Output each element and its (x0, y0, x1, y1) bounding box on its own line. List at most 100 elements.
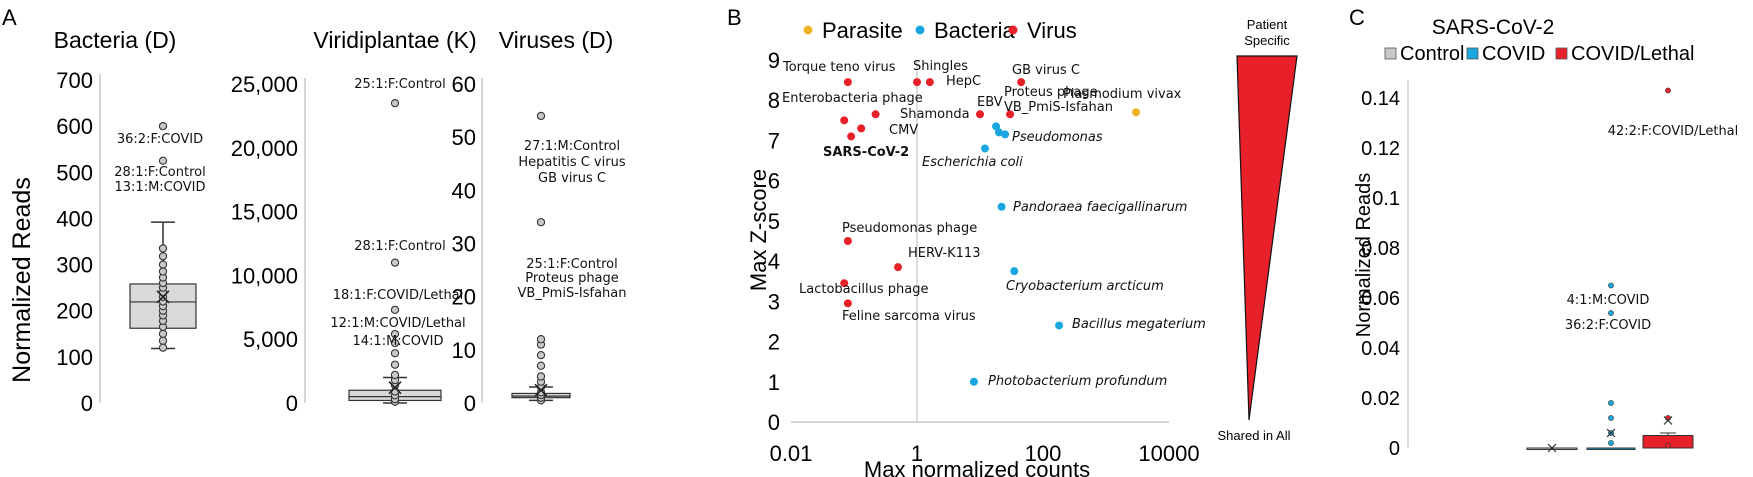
scatter-point (980, 144, 989, 153)
point-label: Torque teno virus (782, 60, 896, 75)
chart-title: Bacteria (D) (54, 27, 177, 53)
mean-marker (156, 290, 170, 304)
y-tick-label: 0.02 (1361, 388, 1400, 410)
data-point (1608, 282, 1614, 289)
y-tick-label: 0.12 (1361, 138, 1400, 160)
legend-label: COVID (1482, 43, 1545, 65)
legend-label: Control (1400, 43, 1464, 65)
wedge-top-label: Specific (1244, 33, 1290, 48)
data-point (536, 372, 546, 381)
y-tick-label: 200 (56, 299, 93, 324)
point-label: Pseudomonas phage (842, 221, 977, 236)
data-point (1608, 400, 1614, 406)
legend-label: Virus (1027, 18, 1077, 43)
data-point (158, 267, 168, 276)
annotation-label: 27:1:M:Control (524, 139, 620, 154)
point-label: HepC (946, 74, 981, 89)
mean-marker (1606, 428, 1616, 438)
data-point (1608, 440, 1614, 446)
legend-swatch (1555, 47, 1568, 60)
label-line: Proteus phage (1004, 85, 1098, 100)
scatter-point (969, 377, 978, 386)
annotation-label: 25:1:F:Control (526, 257, 617, 272)
annotation-label: 4:1:M:COVID (1567, 293, 1650, 308)
panel-c-ylabel: Normalized Reads (1353, 173, 1375, 338)
chart-title: Viruses (D) (499, 27, 614, 53)
label-line: VB_PmiS-Isfahan (1004, 100, 1113, 115)
x-tick-label: 100 (1025, 441, 1062, 466)
data-point (390, 370, 400, 380)
y-tick-label: 100 (56, 345, 93, 370)
data-point (158, 244, 168, 253)
scatter-point (1001, 130, 1010, 139)
wedge-triangle (1236, 55, 1298, 421)
annotation-label: VB_PmiS-Isfahan (518, 286, 627, 301)
scatter-point (976, 110, 984, 119)
data-point (536, 218, 546, 227)
legend-marker (915, 25, 925, 35)
scatter-point (994, 128, 1003, 137)
wedge-bottom-label: Shared in All (1218, 428, 1291, 443)
y-tick-label: 7 (768, 128, 780, 153)
y-axis-title: Max Z-score (746, 169, 771, 291)
panel-a: Normalized Reads Bacteria (D)01002003004… (8, 27, 626, 416)
scatter-point (843, 78, 852, 87)
scatter-point (840, 279, 849, 288)
y-tick-label: 0.1 (1372, 188, 1400, 210)
panel-c-legend: Control COVID COVID/Lethal (1384, 43, 1694, 65)
y-tick-label: 5,000 (243, 327, 298, 352)
y-tick-label: 40 (452, 178, 476, 203)
point-label: Escherichia coli (922, 155, 1023, 170)
legend-marker (803, 25, 813, 35)
scatter-point (871, 110, 880, 119)
data-point (1608, 415, 1614, 421)
scatter-point (997, 202, 1006, 211)
y-tick-label: 0 (768, 410, 780, 435)
annotation-label: GB virus C (538, 171, 606, 186)
annotation-label: 18:1:F:COVID/Lethal (333, 288, 464, 303)
scatter-point (840, 116, 849, 125)
y-tick-label: 15,000 (231, 200, 298, 225)
data-point (390, 338, 400, 348)
data-point (536, 335, 546, 344)
viridiplantae-box-chart: Viridiplantae (K) 0 5,000 10,000 15,000 20,00… (231, 27, 477, 416)
mean-marker (1547, 443, 1557, 453)
legend-swatch (1384, 47, 1397, 60)
data-point (158, 121, 168, 131)
scatter-point (992, 122, 1001, 131)
data-point (390, 329, 400, 339)
panel-b-legend: Parasite Bacteria Virus (803, 18, 1077, 43)
point-label: Lactobacillus phage (799, 282, 928, 297)
zscore-scatter: 0 1 2 3 4 5 6 7 8 9 0.01 1 100 10000 Max normalized co… (746, 48, 1206, 477)
annotation-label: 28:1:F:Control (354, 239, 445, 254)
scatter-point (1017, 78, 1026, 87)
point-label: Proteus phage VB_PmiS-Isfahan (1004, 85, 1113, 115)
data-point (536, 361, 546, 370)
y-tick-label: 20,000 (231, 136, 298, 161)
data-point (536, 350, 546, 360)
annotation-label: 28:1:F:Control (114, 165, 205, 180)
data-point (390, 349, 400, 358)
data-point (158, 336, 168, 345)
mean-marker (388, 381, 402, 395)
y-tick-label: 0 (1389, 438, 1400, 460)
y-tick-label: 10,000 (231, 263, 298, 288)
point-label: Cryobacterium arcticum (1006, 279, 1164, 294)
y-tick-label: 6 (768, 169, 780, 194)
y-tick-label: 20 (452, 285, 476, 310)
panel-letter-b: B (727, 5, 742, 30)
wedge-top-label: Patient (1247, 17, 1288, 32)
group-box (1586, 447, 1636, 450)
point-label: SARS-CoV-2 (823, 145, 909, 160)
data-point (158, 343, 168, 352)
data-point (158, 329, 168, 338)
annotation-label: 12:1:M:COVID/Lethal (330, 316, 465, 331)
data-point (158, 252, 168, 261)
panel-letter-a: A (2, 5, 17, 30)
panel-a-ylabel: Normalized Reads (8, 177, 36, 383)
data-point (536, 111, 546, 121)
viruses-box-chart: Viruses (D) 0 10 20 30 40 50 60 27:1:M:ControlHe… (452, 27, 627, 416)
panel-c-title: SARS-CoV-2 (1432, 16, 1555, 39)
annotation-label: 36:2:F:COVID (117, 132, 203, 147)
